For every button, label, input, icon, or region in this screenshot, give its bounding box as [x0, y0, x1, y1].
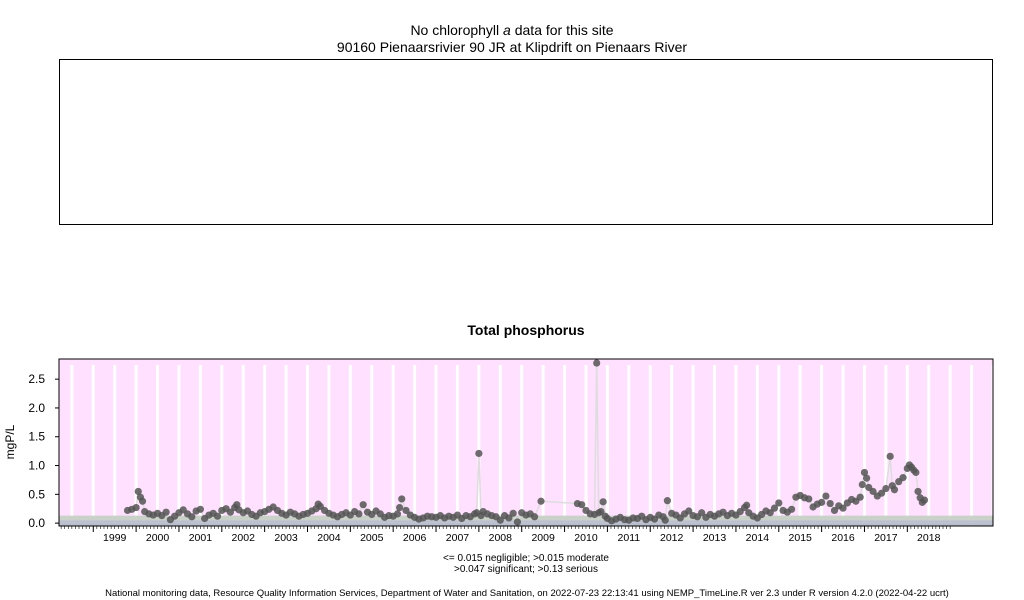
x-tick-label: 2002 [232, 532, 256, 544]
data-point [593, 359, 601, 367]
vertical-grid [70, 365, 995, 526]
data-point [882, 484, 890, 493]
data-point [886, 452, 894, 460]
y-tick-label: 0.5 [28, 487, 45, 501]
x-tick-label: 2017 [874, 532, 898, 544]
y-tick-label: 2.5 [28, 372, 45, 386]
data-point [912, 468, 920, 477]
footer-credit: National monitoring data, Resource Quali… [105, 588, 949, 599]
data-point [475, 449, 483, 458]
x-tick-label: 2010 [574, 532, 598, 544]
axes: 0.0 0.5 1.0 1.5 2.0 2.5 1999 2000 2001 2002 2003 20… [28, 358, 994, 544]
x-tick-label: 2003 [274, 532, 298, 544]
data-point [599, 498, 607, 506]
y-tick-label: 1.0 [28, 459, 45, 473]
x-tick-label: 2015 [789, 532, 813, 544]
x-tick-label: 2016 [831, 532, 855, 544]
data-point [920, 496, 929, 504]
data-point [513, 518, 522, 526]
data-point [890, 486, 899, 494]
data-point [213, 512, 222, 520]
x-tick-label: 2012 [660, 532, 684, 544]
data-point [856, 493, 864, 501]
data-point [402, 506, 410, 515]
chart-title: Total phosphorus [467, 322, 585, 338]
data-point [355, 510, 363, 518]
x-tick-label: 2004 [317, 532, 341, 544]
data-point [685, 507, 693, 515]
x-tick-label: 2001 [189, 532, 213, 544]
data-point [863, 474, 871, 482]
data-point [188, 513, 196, 521]
x-tick-label: 2011 [618, 532, 641, 544]
data-point [858, 480, 866, 489]
data-point [826, 499, 834, 508]
data-point [359, 501, 367, 509]
data-point [597, 508, 605, 516]
data-point [138, 497, 147, 505]
y-axis-label: mgP/L [3, 424, 17, 459]
data-point [132, 503, 140, 512]
x-tick-label: 1999 [103, 532, 127, 544]
x-tick-label: 2006 [403, 532, 427, 544]
negligible-band [59, 522, 993, 526]
legend-line-1: <= 0.015 negligible; >0.015 moderate [443, 553, 609, 564]
data-point [226, 508, 234, 516]
data-point [822, 492, 830, 500]
data-point [196, 505, 204, 513]
y-tick-label: 2.0 [28, 401, 45, 415]
site-title: 90160 Pienaarsrivier 90 JR at Klipdrift … [336, 39, 688, 55]
data-point [775, 499, 783, 507]
serious-zone [59, 359, 993, 526]
data-point [818, 498, 826, 506]
data-point [766, 509, 774, 517]
data-point [788, 505, 796, 513]
data-point [661, 516, 669, 524]
data-point [839, 504, 847, 512]
plot-background [59, 359, 993, 526]
data-point [134, 487, 142, 496]
data-point [505, 514, 513, 522]
x-tick-label: 2000 [146, 532, 170, 544]
x-tick-label: 2009 [531, 532, 555, 544]
data-point [805, 495, 813, 503]
x-tick-label: 2014 [746, 532, 770, 544]
data-point [830, 506, 839, 515]
data-point [869, 487, 877, 496]
data-point [398, 495, 406, 503]
data-point [878, 489, 886, 497]
empty-chlorophyll-panel [59, 59, 993, 225]
legend-line-2: >0.047 significant; >0.13 serious [454, 564, 598, 575]
no-data-prefix: No chlorophyll [410, 22, 500, 38]
data-point [578, 501, 586, 509]
data-point [509, 509, 517, 517]
no-data-suffix: data for this site [514, 22, 614, 38]
y-tick-label: 0.0 [28, 516, 45, 530]
data-point [899, 474, 907, 482]
x-tick-label: 2008 [489, 532, 513, 544]
data-point [496, 516, 504, 524]
series-points [123, 359, 929, 526]
data-point [698, 509, 706, 517]
data-point [530, 513, 539, 521]
chlorophyll-symbol: a [503, 22, 511, 38]
data-point [663, 497, 671, 505]
data-point [914, 487, 922, 496]
y-tick-label: 1.5 [28, 430, 45, 444]
data-point [743, 501, 751, 509]
x-tick-label: 2005 [360, 532, 384, 544]
data-point [162, 508, 170, 516]
data-point [770, 504, 779, 512]
data-point [396, 503, 404, 512]
data-point [393, 510, 402, 518]
x-tick-label: 2013 [703, 532, 727, 544]
x-tick-label: 2018 [917, 532, 941, 544]
moderate-band [59, 520, 993, 523]
x-tick-label: 2007 [446, 532, 470, 544]
data-point [860, 468, 869, 477]
data-point [537, 497, 545, 505]
plot-frame [58, 358, 994, 527]
no-chlorophyll-message: No chlorophyll a data for this site [0, 22, 1024, 38]
